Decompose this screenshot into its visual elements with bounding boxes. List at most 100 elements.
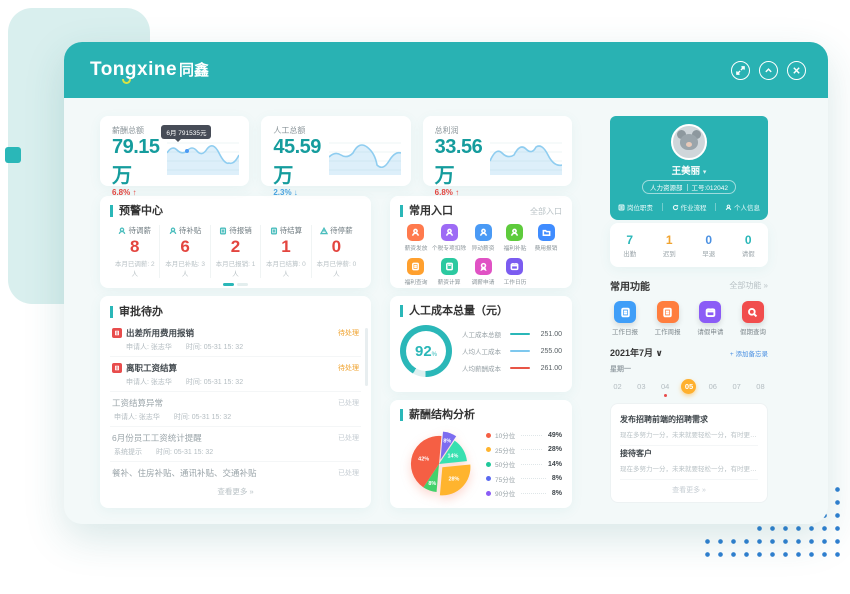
warning-count: 6: [180, 237, 190, 256]
decor-dot-grid: [701, 535, 754, 561]
pie-slice-label: 14%: [447, 454, 458, 460]
personal-info-link[interactable]: 个人信息: [725, 202, 760, 212]
attendance-early-leave: 0 早退: [702, 232, 716, 258]
person-icon: [445, 228, 454, 236]
status-badge: 已处理: [338, 470, 359, 477]
profile-panel: 王美丽 ▾ 人力资源部 工号:012042 岗位职责 作业流程 个人信息: [610, 116, 768, 220]
approval-item[interactable]: 离职工资结算 待处理 申请人: 张志华 时间: 05-31 15: 32: [110, 357, 361, 392]
sparkline-chart: [489, 131, 563, 177]
badge-icon: [480, 262, 487, 271]
red-document-icon: [112, 363, 122, 373]
stat-label: 总利润: [434, 126, 459, 135]
profile-links: 岗位职责 作业流程 个人信息: [610, 202, 768, 212]
cycle-icon: [672, 204, 678, 210]
approvals-title: 审批待办: [110, 306, 361, 318]
notice-item[interactable]: 发布招聘前端的招聘需求 现在多努力一分，未来就要轻松一分，有时更…: [620, 412, 758, 446]
person-icon: [725, 204, 732, 210]
calendar-day[interactable]: 07: [732, 382, 741, 391]
calendar-day[interactable]: 03: [637, 382, 646, 391]
warning-item-settle[interactable]: 待结算 1 本月已结算: 0人: [261, 225, 312, 278]
warning-item-reimburse[interactable]: 待报销 2 本月已报销: 1人: [211, 225, 262, 278]
notices-view-more-link[interactable]: 查看更多 »: [672, 487, 706, 494]
calendar-month-dropdown[interactable]: 2021年7月 ∨: [610, 348, 663, 358]
stat-label: 薪酬总额: [112, 126, 144, 135]
quick-entry-title: 常用入口: [400, 205, 453, 217]
stat-value: 45.59万: [273, 136, 321, 187]
approval-item[interactable]: 工资结算异常 已处理 申请人: 张志华 时间: 05-31 15: 32: [110, 392, 361, 427]
status-badge: 已处理: [338, 435, 359, 442]
weekly-report-button[interactable]: 工作周报: [655, 301, 681, 336]
approvals-scrollbar[interactable]: [365, 328, 368, 386]
calendar-day[interactable]: 02: [613, 382, 622, 391]
daily-report-button[interactable]: 工作日报: [612, 301, 638, 336]
user-name-dropdown[interactable]: 王美丽 ▾: [671, 166, 707, 177]
gauge-unit: %: [431, 351, 438, 358]
add-memo-link[interactable]: + 添加备忘录: [729, 350, 768, 358]
all-functions-link[interactable]: 全部功能 »: [729, 281, 768, 290]
logo-smile-icon: [122, 79, 131, 84]
entry-salary-pay[interactable]: 薪资发放: [400, 224, 431, 252]
quick-functions-grid: 工作日报 工作周报 请假申请 假期查询: [610, 301, 768, 336]
pie-slice: [440, 431, 457, 460]
salary-pie-chart: 8% 14% 28% 8% 42%: [410, 431, 471, 496]
legend-dot: [486, 432, 491, 438]
calculator-icon: [446, 262, 453, 271]
warning-count: 8: [129, 237, 140, 256]
warning-sub: 本月已调薪: 2人: [114, 261, 155, 278]
entry-work-calendar[interactable]: 工作日历: [499, 258, 531, 286]
stat-change: 6.8% ↑: [112, 188, 137, 197]
warning-item-subsidy[interactable]: 待补贴 6 本月已补贴: 3人: [160, 225, 211, 278]
collapse-button[interactable]: [759, 60, 778, 80]
main-column: 薪酬总额 79.15万 6.8% ↑ 6月 791535元: [100, 116, 572, 508]
approvals-card: 审批待办 出差所用费用报销 待处理 申请人: 张志华 时间: 05-31 15: …: [100, 296, 371, 508]
entry-welfare-subsidy[interactable]: 福利补贴: [499, 224, 531, 252]
decor-teal-square: [5, 147, 21, 163]
approval-item[interactable]: 餐补、住房补贴、通讯补贴、交通补贴 已处理: [112, 468, 359, 478]
pie-slice-label: 8%: [428, 481, 436, 487]
approvals-view-more-link[interactable]: 查看更多 »: [217, 487, 254, 496]
report-icon: [620, 307, 630, 317]
leave-request-button[interactable]: 请假申请: [697, 301, 723, 336]
expand-button[interactable]: [731, 60, 750, 80]
attendance-leave: 0 请假: [741, 232, 755, 258]
event-dot: [663, 394, 667, 397]
stat-label: 人工总额: [273, 126, 306, 135]
entry-tax-deduction[interactable]: 个税专项扣除: [431, 224, 467, 252]
entry-salary-change[interactable]: 异动薪资: [468, 224, 500, 252]
app-logo: Tongxine 同鑫: [90, 59, 209, 84]
approval-item[interactable]: 6月份员工工资统计提醒 已处理 系统提示 时间: 05-31 15: 32: [110, 427, 361, 462]
warning-count: 0: [331, 237, 342, 256]
entry-raise-request[interactable]: 调薪申请: [468, 258, 500, 286]
entry-welfare-query[interactable]: 福利查询: [400, 258, 431, 286]
calendar-day-selected[interactable]: 05: [681, 379, 697, 394]
stop-pay-icon: [320, 226, 329, 234]
notice-item[interactable]: 接待客户 现在多努力一分，未来就要轻松一分，有时更…: [620, 446, 758, 480]
approval-item[interactable]: 出差所用费用报销 待处理 申请人: 张志华 时间: 05-31 15: 32: [110, 322, 361, 357]
legend-line: [510, 333, 530, 335]
close-button[interactable]: [787, 60, 806, 80]
entry-salary-calc[interactable]: 薪资计算: [431, 258, 467, 286]
entry-expense-claim[interactable]: 费用报销: [531, 224, 563, 252]
calendar-day[interactable]: 04: [658, 379, 673, 397]
user-avatar[interactable]: [671, 124, 707, 160]
salary-structure-card: 薪酬结构分析 8% 14% 28% 8% 42% 10分位 49% 25分位 28% 50分…: [390, 400, 572, 508]
warning-item-stop-pay[interactable]: 待停薪 0 本月已停薪: 0人: [312, 225, 361, 278]
all-entries-link[interactable]: 全部入口: [530, 206, 562, 216]
quick-functions-title: 常用功能: [610, 282, 650, 293]
calendar-day[interactable]: 06: [708, 382, 717, 391]
work-flow-link[interactable]: 作业流程: [672, 202, 707, 212]
warning-pagination[interactable]: [110, 283, 361, 286]
labor-cost-card: 人工成本总量（元） 92 % 人工成本总额 251.00: [390, 296, 572, 392]
stat-card-profit-total: 总利润 33.56万 6.8% ↑: [422, 116, 572, 197]
job-duty-link[interactable]: 岗位职责: [618, 202, 653, 212]
gauge-value: 92: [414, 342, 432, 360]
warning-item-salary-adjust[interactable]: 待调薪 8 本月已调薪: 2人: [110, 225, 161, 278]
dept-employee-pill: 人力资源部 工号:012042: [642, 180, 736, 194]
sparkline-chart: [328, 131, 401, 177]
warning-sub: 本月已停薪: 0人: [316, 261, 357, 278]
calendar-icon: [510, 263, 519, 271]
attendance-card: 7 出勤 1 迟到 0 早退 0 请假: [610, 223, 768, 267]
red-document-icon: [112, 328, 122, 338]
holiday-query-button[interactable]: 假期查询: [740, 301, 766, 336]
calendar-day[interactable]: 08: [756, 382, 765, 391]
